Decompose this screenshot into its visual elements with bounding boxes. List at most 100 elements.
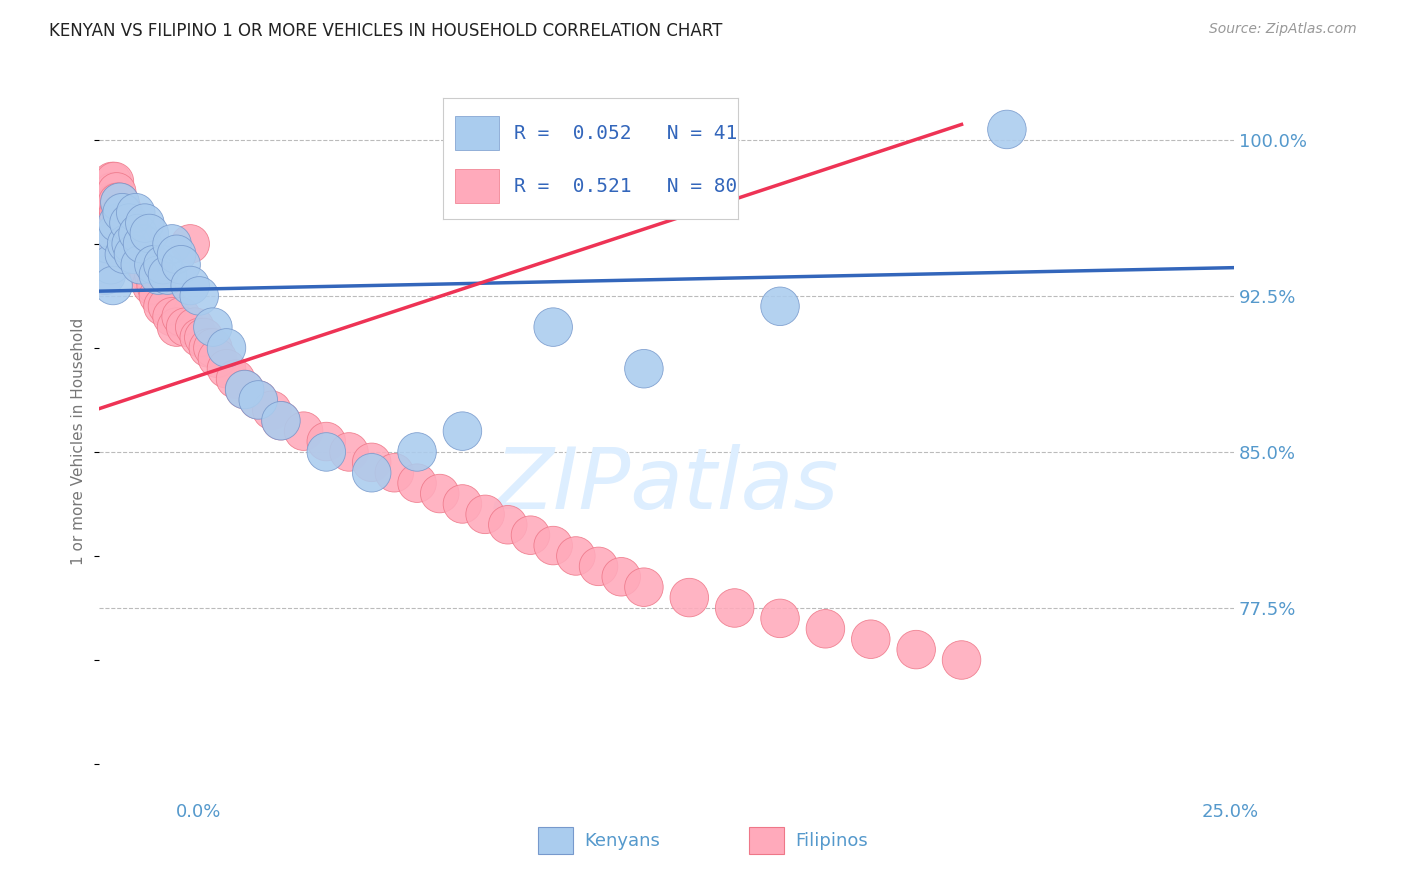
- Point: [104, 227, 127, 241]
- Text: R =  0.521   N = 80: R = 0.521 N = 80: [513, 177, 737, 195]
- Point: [183, 320, 205, 334]
- Point: [111, 216, 134, 230]
- Point: [125, 236, 148, 251]
- Point: [138, 268, 160, 282]
- Point: [201, 320, 224, 334]
- Point: [94, 258, 117, 272]
- Point: [315, 434, 337, 449]
- Point: [112, 205, 135, 219]
- Text: 25.0%: 25.0%: [1201, 803, 1258, 821]
- Point: [292, 424, 315, 438]
- Point: [107, 195, 129, 210]
- Point: [148, 289, 170, 303]
- Point: [98, 195, 121, 210]
- Point: [197, 341, 219, 355]
- Point: [260, 403, 283, 417]
- Bar: [454, 116, 499, 150]
- Point: [360, 466, 382, 480]
- Point: [588, 559, 610, 574]
- Point: [148, 268, 170, 282]
- Point: [160, 236, 183, 251]
- Point: [120, 236, 142, 251]
- Point: [138, 227, 160, 241]
- Point: [233, 383, 256, 397]
- Point: [678, 591, 700, 605]
- Point: [633, 580, 655, 594]
- Point: [101, 185, 124, 199]
- Point: [127, 227, 149, 241]
- Point: [565, 549, 588, 563]
- Point: [131, 258, 153, 272]
- Point: [104, 195, 127, 210]
- Point: [129, 258, 152, 272]
- Point: [724, 601, 747, 615]
- Text: ZIPatlas: ZIPatlas: [495, 443, 839, 527]
- Point: [129, 258, 152, 272]
- Point: [115, 216, 138, 230]
- Point: [950, 653, 973, 667]
- Text: 0.0%: 0.0%: [176, 803, 221, 821]
- Point: [107, 216, 129, 230]
- Point: [215, 361, 238, 376]
- Point: [118, 216, 141, 230]
- Point: [270, 414, 292, 428]
- Point: [152, 258, 174, 272]
- Point: [105, 185, 128, 199]
- Point: [337, 445, 360, 459]
- Point: [108, 195, 131, 210]
- Point: [406, 476, 429, 491]
- Text: Filipinos: Filipinos: [796, 832, 868, 850]
- Point: [110, 205, 132, 219]
- Point: [142, 268, 165, 282]
- Point: [100, 258, 122, 272]
- Point: [134, 216, 156, 230]
- Point: [96, 216, 118, 230]
- Point: [170, 258, 193, 272]
- Point: [541, 539, 564, 553]
- Point: [174, 320, 197, 334]
- Point: [270, 414, 292, 428]
- Point: [103, 174, 125, 188]
- Point: [127, 247, 149, 261]
- Point: [519, 528, 541, 542]
- Point: [125, 205, 148, 219]
- Point: [117, 227, 139, 241]
- Point: [97, 236, 120, 251]
- Text: R =  0.052   N = 41: R = 0.052 N = 41: [513, 123, 737, 143]
- Point: [101, 278, 124, 293]
- Point: [156, 268, 179, 282]
- Point: [122, 247, 145, 261]
- Point: [179, 278, 201, 293]
- Point: [995, 122, 1018, 136]
- Point: [247, 392, 270, 407]
- Point: [93, 268, 115, 282]
- Point: [179, 236, 201, 251]
- Point: [152, 299, 174, 313]
- Point: [451, 424, 474, 438]
- Point: [360, 455, 382, 469]
- Point: [496, 517, 519, 532]
- Point: [111, 205, 134, 219]
- Point: [188, 330, 211, 344]
- Point: [451, 497, 474, 511]
- Point: [474, 508, 496, 522]
- Point: [814, 622, 837, 636]
- Point: [166, 247, 188, 261]
- Point: [233, 383, 256, 397]
- Point: [114, 227, 136, 241]
- Point: [108, 205, 131, 219]
- Point: [112, 216, 135, 230]
- Point: [315, 445, 337, 459]
- Point: [131, 236, 153, 251]
- Point: [215, 341, 238, 355]
- Point: [145, 278, 167, 293]
- Point: [108, 195, 131, 210]
- Point: [142, 258, 165, 272]
- Point: [120, 227, 142, 241]
- Point: [406, 445, 429, 459]
- Point: [207, 351, 229, 366]
- Point: [201, 341, 224, 355]
- Point: [166, 320, 188, 334]
- Point: [134, 247, 156, 261]
- Point: [160, 310, 183, 324]
